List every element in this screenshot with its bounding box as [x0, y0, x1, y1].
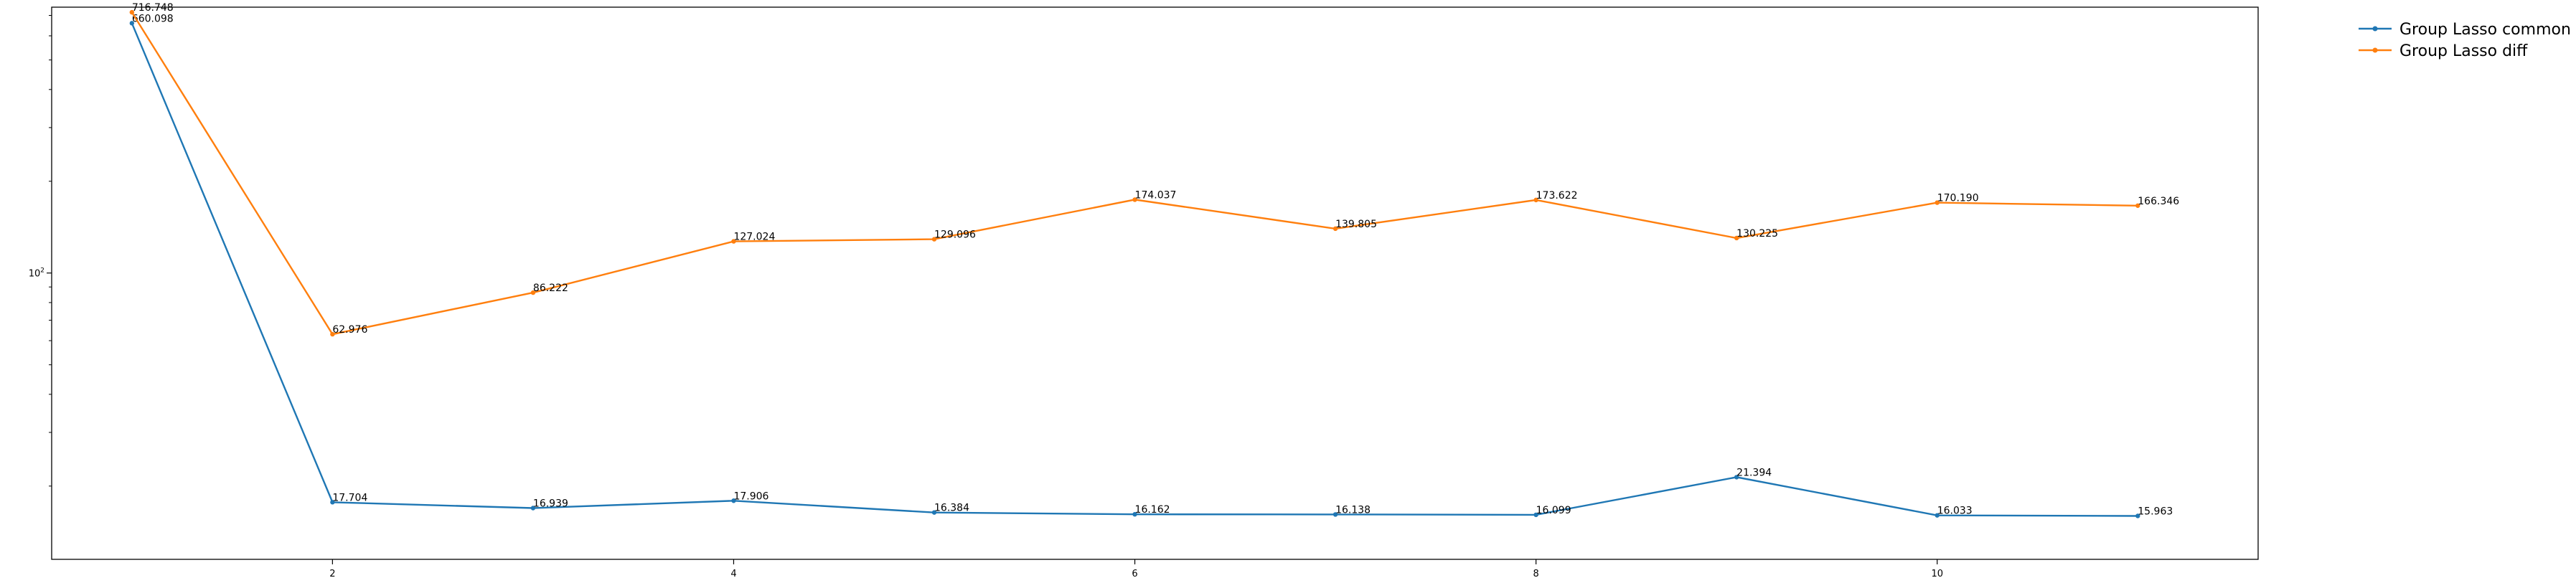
data-point: [1734, 475, 1739, 480]
data-label: 660.098: [132, 13, 174, 24]
data-point: [1533, 512, 1538, 518]
data-label: 15.963: [2138, 506, 2173, 517]
x-tick-label: 10: [1931, 569, 1943, 579]
y-axis: 102: [29, 15, 52, 487]
plot-area: [51, 6, 2259, 560]
x-tick-label: 4: [730, 569, 736, 579]
data-label: 127.024: [733, 232, 775, 243]
y-tick-label: 102: [29, 267, 44, 280]
x-tick-label: 2: [329, 569, 335, 579]
x-tick-label: 8: [1533, 569, 1538, 579]
legend-item: Group Lasso diff: [2359, 42, 2528, 60]
data-label: 130.225: [1736, 228, 1778, 240]
data-point: [931, 237, 937, 242]
data-label: 16.384: [934, 503, 969, 514]
series-group-lasso-diff: 716.748 62.976 86.222 127.024 129.096 174.037…: [129, 2, 2179, 337]
data-point: [731, 498, 736, 503]
data-label: 16.138: [1335, 504, 1371, 516]
data-label: 21.394: [1736, 467, 1772, 478]
data-label: 62.976: [332, 324, 367, 336]
data-point: [931, 510, 937, 515]
data-point: [1132, 511, 1137, 517]
data-point: [1533, 197, 1538, 203]
data-label: 16.162: [1135, 504, 1170, 516]
data-point: [1332, 512, 1338, 517]
data-label: 716.748: [132, 2, 174, 14]
data-point: [129, 21, 135, 26]
data-point: [530, 506, 536, 511]
data-point: [1332, 226, 1338, 232]
data-label: 173.622: [1536, 190, 1578, 202]
legend-marker: [2372, 47, 2378, 53]
data-label: 170.190: [1937, 193, 1979, 204]
data-label: 139.805: [1335, 219, 1377, 230]
data-point: [530, 290, 536, 295]
series-group-lasso-common: 660.098 17.704 16.939 17.906 16.384 16.162 16.…: [129, 13, 2173, 518]
legend-label: Group Lasso diff: [2399, 42, 2528, 60]
series-layer: 660.098 17.704 16.939 17.906 16.384 16.162 16.…: [129, 2, 2179, 518]
data-label: 16.939: [533, 498, 568, 510]
data-point: [1935, 200, 1940, 205]
x-axis: 2 4 6 8 10: [329, 559, 1943, 579]
data-label: 86.222: [533, 283, 568, 294]
data-label: 129.096: [934, 229, 976, 241]
legend-label: Group Lasso common: [2399, 21, 2571, 39]
data-point: [2135, 513, 2140, 518]
legend: Group Lasso common Group Lasso diff: [2359, 21, 2571, 60]
legend-marker: [2372, 26, 2378, 32]
data-label: 17.906: [733, 490, 768, 502]
data-point: [1132, 197, 1137, 202]
data-point: [731, 239, 736, 244]
data-label: 166.346: [2138, 196, 2179, 207]
data-point: [1935, 513, 1940, 518]
x-tick-label: 6: [1132, 569, 1137, 579]
data-point: [1734, 235, 1739, 241]
data-point: [2135, 203, 2140, 208]
data-label: 16.033: [1937, 506, 1973, 517]
data-point: [330, 331, 335, 337]
data-label: 16.099: [1536, 505, 1571, 516]
data-label: 174.037: [1135, 189, 1177, 201]
data-point: [330, 500, 335, 505]
data-point: [129, 9, 135, 15]
data-label: 17.704: [332, 492, 367, 503]
legend-item: Group Lasso common: [2359, 21, 2571, 39]
